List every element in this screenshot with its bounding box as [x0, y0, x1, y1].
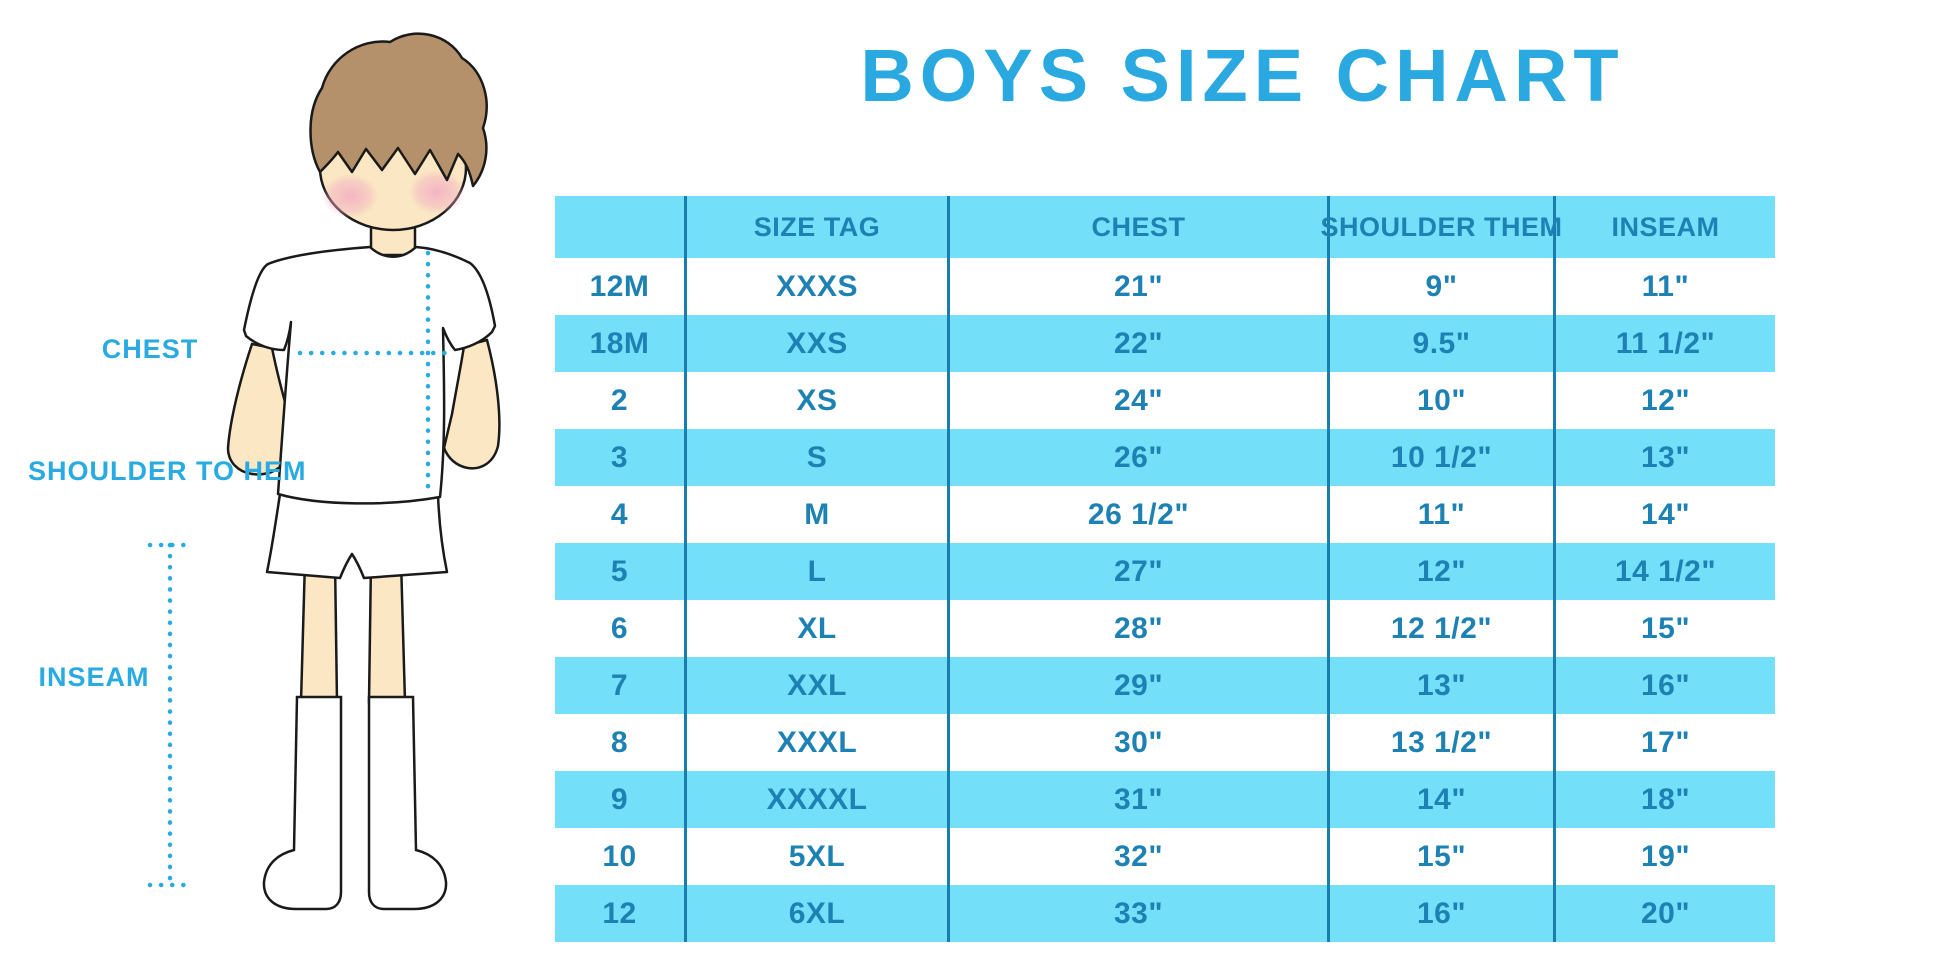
table-cell: 11" — [1641, 269, 1690, 303]
table-cell: 15" — [1330, 828, 1556, 885]
table-cell: 12" — [1640, 383, 1691, 417]
table-cell: 5 — [555, 543, 687, 600]
table-cell: 13" — [1330, 657, 1556, 714]
shirt — [242, 245, 497, 505]
table-cell: 27" — [950, 543, 1330, 600]
table-cell: 19" — [1640, 839, 1691, 873]
table-cell: 12 — [555, 885, 687, 942]
column-header: INSEAM — [1611, 211, 1720, 242]
table-row: 2 XS 24" 10" 12" — [555, 372, 1775, 429]
table-row: 12M XXXS 21" 9" 11" — [555, 258, 1775, 315]
size-chart-table: SIZE TAG CHEST SHOULDER THEM INSEAM 12M XXXS 2… — [555, 196, 1775, 942]
column-header — [555, 196, 687, 258]
table-cell: 5XL — [687, 828, 950, 885]
table-cell: 11" — [1330, 486, 1556, 543]
table-cell: 26 1/2" — [950, 486, 1330, 543]
table-header-row: SIZE TAG CHEST SHOULDER THEM INSEAM — [555, 196, 1775, 258]
table-cell: XXXS — [687, 258, 950, 315]
table-cell: 12 1/2" — [1330, 600, 1556, 657]
table-row: 9 XXXXL 31" 14" 18" — [555, 771, 1775, 828]
table-cell: 32" — [950, 828, 1330, 885]
table-cell: S — [687, 429, 950, 486]
hair — [309, 32, 488, 188]
shoulder-to-hem-label: SHOULDER TO HEM — [28, 456, 307, 486]
table-cell: 28" — [950, 600, 1330, 657]
table-cell: 9" — [1330, 258, 1556, 315]
table-cell: 13" — [1640, 440, 1691, 474]
column-header: CHEST — [950, 196, 1330, 258]
table-cell: 16" — [1640, 668, 1691, 702]
table-cell: M — [687, 486, 950, 543]
table-cell: 22" — [950, 315, 1330, 372]
table-row: 4 M 26 1/2" 11" 14" — [555, 486, 1775, 543]
table-cell: 33" — [950, 885, 1330, 942]
table-cell: 10" — [1330, 372, 1556, 429]
chest-label: CHEST — [101, 334, 199, 364]
measurement-lines — [147, 250, 458, 888]
left-leg — [299, 558, 339, 704]
table-cell: 18" — [1640, 782, 1691, 816]
table-cell: 14 1/2" — [1614, 554, 1717, 588]
table-cell: 12M — [555, 258, 687, 315]
column-header: SHOULDER THEM — [1321, 196, 1562, 258]
table-row: 10 5XL 32" 15" 19" — [555, 828, 1775, 885]
boy-illustration — [147, 32, 501, 911]
table-cell: 14" — [1640, 497, 1691, 531]
right-arm — [442, 338, 501, 470]
table-row: 8 XXXL 30" 13 1/2" 17" — [555, 714, 1775, 771]
table-cell: 10 — [555, 828, 687, 885]
left-arm — [226, 342, 292, 476]
table-cell: 11 1/2" — [1615, 326, 1716, 360]
table-cell: 21" — [950, 258, 1330, 315]
table-cell: 3 — [555, 429, 687, 486]
table-cell: 17" — [1640, 725, 1691, 759]
left-sock — [262, 695, 343, 911]
table-cell: 8 — [555, 714, 687, 771]
table-cell: XXS — [687, 315, 950, 372]
table-row: 12 6XL 33" 16" 20" — [555, 885, 1775, 942]
blush-left — [322, 174, 378, 218]
table-cell: XXXL — [687, 714, 950, 771]
table-cell: 13 1/2" — [1330, 714, 1556, 771]
table-row: 7 XXL 29" 13" 16" — [555, 657, 1775, 714]
table-row: 3 S 26" 10 1/2" 13" — [555, 429, 1775, 486]
table-cell: 29" — [950, 657, 1330, 714]
table-cell: 6XL — [687, 885, 950, 942]
table-cell: 2 — [555, 372, 687, 429]
table-cell: 20" — [1640, 896, 1691, 930]
table-cell: XXXXL — [687, 771, 950, 828]
table-cell: 18M — [555, 315, 687, 372]
table-cell: XS — [687, 372, 950, 429]
boy-measurement-figure: CHEST SHOULDER TO HEM INSEAM — [0, 0, 520, 973]
table-cell: 7 — [555, 657, 687, 714]
table-cell: 30" — [950, 714, 1330, 771]
page-title: BOYS SIZE CHART — [860, 33, 1625, 117]
blush-right — [409, 170, 465, 214]
table-cell: 6 — [555, 600, 687, 657]
table-cell: 9.5" — [1330, 315, 1556, 372]
column-header: SIZE TAG — [687, 196, 950, 258]
table-cell: XXL — [687, 657, 950, 714]
table-cell: L — [687, 543, 950, 600]
table-cell: 31" — [950, 771, 1330, 828]
table-row: 6 XL 28" 12 1/2" 15" — [555, 600, 1775, 657]
inseam-label: INSEAM — [38, 662, 150, 692]
table-cell: 26" — [950, 429, 1330, 486]
table-cell: 24" — [950, 372, 1330, 429]
right-sock — [367, 695, 448, 911]
table-cell: XL — [687, 600, 950, 657]
table-cell: 16" — [1330, 885, 1556, 942]
table-row: 18M XXS 22" 9.5" 11 1/2" — [555, 315, 1775, 372]
table-cell: 14" — [1330, 771, 1556, 828]
table-cell: 12" — [1330, 543, 1556, 600]
shorts — [265, 492, 449, 580]
right-leg — [367, 558, 407, 704]
table-cell: 10 1/2" — [1330, 429, 1556, 486]
table-row: 5 L 27" 12" 14 1/2" — [555, 543, 1775, 600]
table-cell: 9 — [555, 771, 687, 828]
table-cell: 4 — [555, 486, 687, 543]
table-cell: 15" — [1640, 611, 1691, 645]
